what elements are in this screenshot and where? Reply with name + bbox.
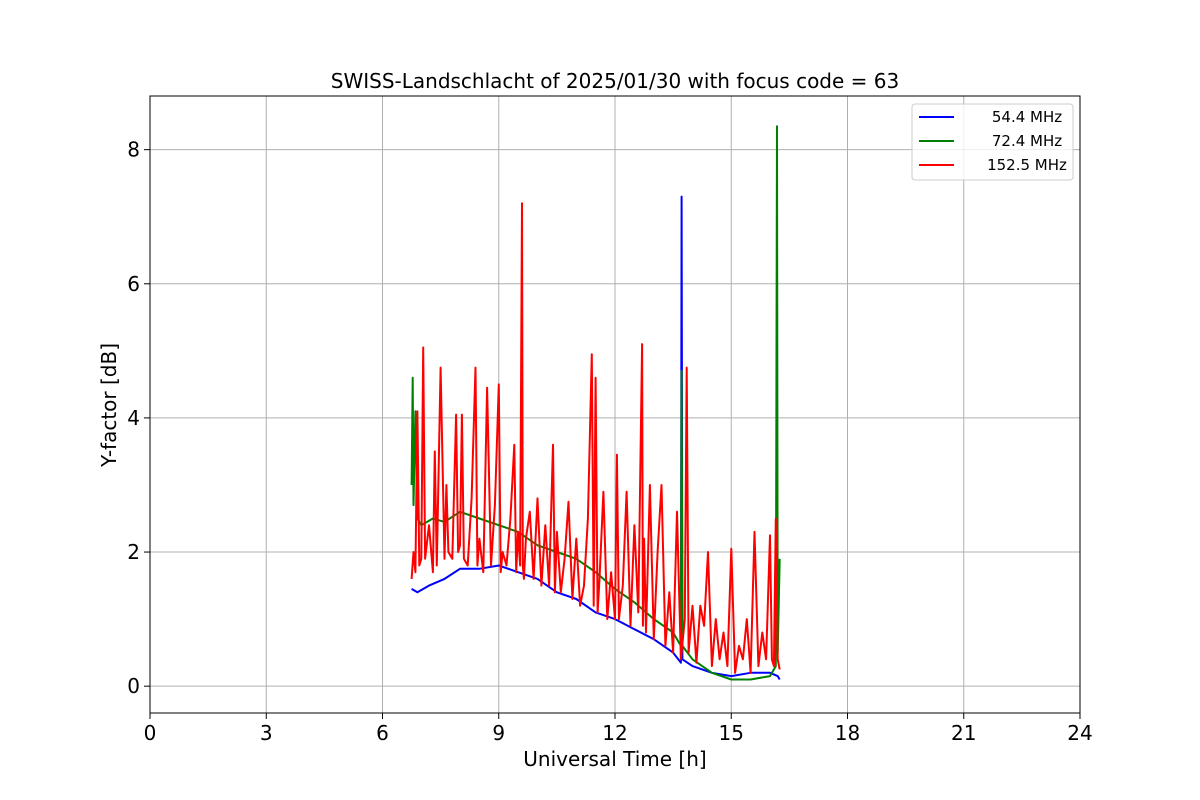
x-tick-label: 21 (951, 721, 976, 745)
x-axis-title: Universal Time [h] (523, 747, 706, 771)
x-tick-label: 6 (376, 721, 389, 745)
y-axis-title: Y-factor [dB] (97, 343, 121, 468)
y-tick-label: 8 (127, 138, 140, 162)
x-tick-label: 24 (1067, 721, 1092, 745)
series-layer (410, 125, 781, 681)
legend-label: 72.4 MHz (992, 132, 1062, 150)
y-tick-label: 6 (127, 272, 140, 296)
legend-label: 54.4 MHz (992, 108, 1062, 126)
y-tick-label: 4 (127, 406, 140, 430)
x-tick-label: 12 (602, 721, 627, 745)
x-tick-label: 15 (719, 721, 744, 745)
legend-label: 152.5 MHz (987, 156, 1067, 174)
y-tick-label: 0 (127, 674, 140, 698)
x-tick-label: 9 (492, 721, 505, 745)
chart-title: SWISS-Landschlacht of 2025/01/30 with fo… (331, 69, 899, 93)
x-tick-label: 3 (260, 721, 273, 745)
series-line-0 (411, 195, 781, 681)
legend: 54.4 MHz 72.4 MHz 152.5 MHz (911, 103, 1074, 181)
x-tick-label: 0 (144, 721, 157, 745)
y-tick-label: 2 (127, 540, 140, 564)
x-tick-label: 18 (835, 721, 860, 745)
legend-box (911, 103, 1074, 181)
series-line-2 (410, 202, 781, 674)
